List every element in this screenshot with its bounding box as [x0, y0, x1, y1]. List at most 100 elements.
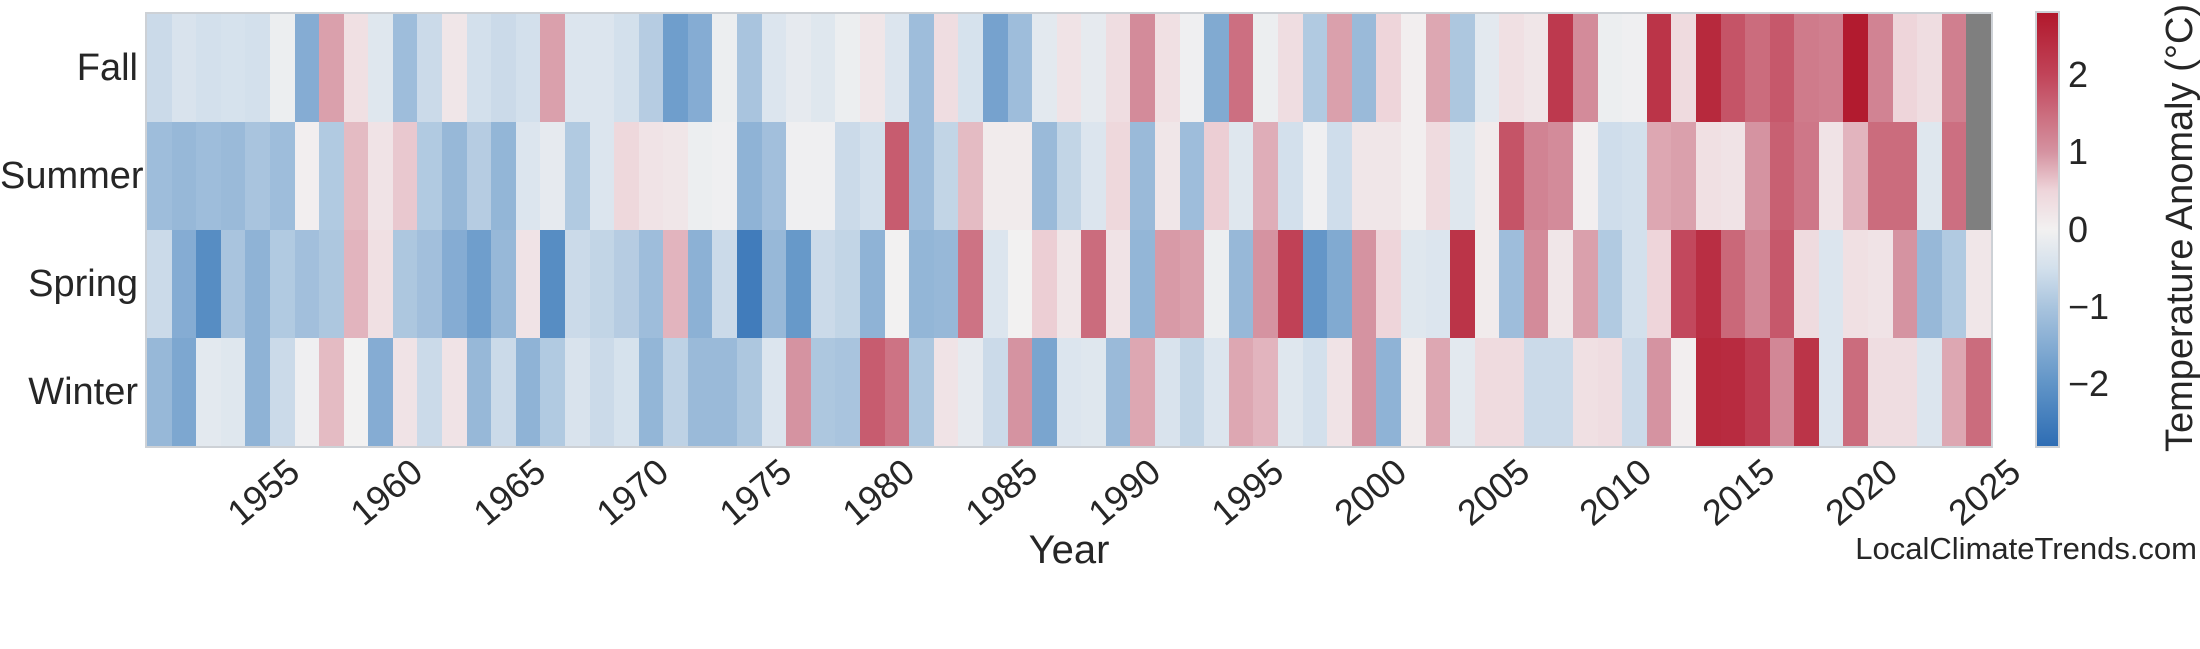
heatmap-cell: [1056, 338, 1082, 446]
heatmap-cell: [1892, 122, 1918, 230]
heatmap-cell: [982, 122, 1008, 230]
seasonal-temperature-anomaly-heatmap: [147, 14, 1991, 446]
heatmap-cell: [1548, 14, 1574, 122]
heatmap-cell: [269, 338, 295, 446]
heatmap-cell: [1081, 230, 1106, 338]
heatmap-cell: [1081, 122, 1106, 230]
heatmap-cell: [687, 14, 713, 122]
heatmap-cell: [1327, 122, 1352, 230]
heatmap-cell: [614, 338, 639, 446]
x-tick-label-1975: 1975: [711, 450, 800, 534]
heatmap-cell: [1425, 230, 1451, 338]
heatmap-cell: [1327, 14, 1352, 122]
heatmap-cell: [1646, 14, 1672, 122]
heatmap-cell: [786, 122, 811, 230]
heatmap-cell: [196, 338, 221, 446]
heatmap-cell: [564, 338, 590, 446]
heatmap-cell: [491, 230, 516, 338]
heatmap-cell: [1695, 338, 1721, 446]
heatmap-cell: [466, 230, 492, 338]
heatmap-cell: [761, 230, 787, 338]
heatmap-cell: [1573, 338, 1598, 446]
heatmap-cell: [564, 122, 590, 230]
heatmap-cell: [1056, 230, 1082, 338]
heatmap-cell: [884, 122, 910, 230]
heatmap-cell: [1474, 122, 1500, 230]
heatmap-cell: [245, 338, 270, 446]
heatmap-cell: [638, 230, 664, 338]
heatmap-cell: [1868, 230, 1893, 338]
heatmap-cell: [1302, 230, 1328, 338]
heatmap-cell: [1769, 122, 1795, 230]
heatmap-cell: [1548, 230, 1574, 338]
heatmap-cell: [1622, 338, 1647, 446]
x-tick-label-1955: 1955: [219, 450, 308, 534]
heatmap-cell: [958, 230, 983, 338]
colorbar-tick-label-0: 0: [2068, 208, 2089, 250]
heatmap-cell: [1695, 14, 1721, 122]
heatmap-cell: [1745, 230, 1770, 338]
y-axis-label-spring: Spring: [28, 263, 138, 305]
heatmap-cell: [1597, 230, 1623, 338]
heatmap-cell: [147, 338, 172, 446]
heatmap-cell: [319, 230, 344, 338]
heatmap-cell: [1523, 230, 1549, 338]
heatmap-cell: [1351, 338, 1377, 446]
heatmap-cell: [1400, 14, 1426, 122]
heatmap-cell: [1548, 338, 1574, 446]
heatmap-cell: [860, 338, 885, 446]
heatmap-cell: [1917, 230, 1942, 338]
heatmap-cell: [884, 14, 910, 122]
heatmap-cell: [540, 230, 565, 338]
heatmap-cell: [1499, 230, 1524, 338]
y-axis-label-fall: Fall: [76, 47, 138, 89]
heatmap-cell: [860, 230, 885, 338]
heatmap-cell: [294, 122, 320, 230]
heatmap-cell: [540, 338, 565, 446]
heatmap-cell: [1671, 338, 1696, 446]
heatmap-cell: [1007, 230, 1033, 338]
heatmap-cell: [933, 122, 959, 230]
heatmap-cell: [933, 14, 959, 122]
heatmap-cell: [245, 230, 270, 338]
heatmap-cell: [1155, 14, 1180, 122]
heatmap-cell: [417, 230, 443, 338]
heatmap-cell: [196, 122, 221, 230]
heatmap-cell: [1253, 230, 1278, 338]
heatmap-cell: [1302, 14, 1328, 122]
heatmap-cell: [1228, 230, 1254, 338]
heatmap-cell: [712, 122, 738, 230]
heatmap-cell: [712, 14, 738, 122]
heatmap-cell: [1155, 230, 1180, 338]
heatmap-cell: [1179, 14, 1205, 122]
heatmap-cell: [1425, 122, 1451, 230]
heatmap-cell: [1745, 14, 1770, 122]
heatmap-cell: [1941, 338, 1967, 446]
heatmap-cell: [589, 122, 615, 230]
heatmap-cell: [638, 14, 664, 122]
heatmap-cell: [1277, 122, 1303, 230]
heatmap-cell: [663, 338, 688, 446]
heatmap-cell: [1032, 230, 1057, 338]
heatmap-cell: [835, 338, 860, 446]
x-tick-label-1965: 1965: [465, 450, 554, 534]
heatmap-cell: [1105, 230, 1131, 338]
heatmap-cell: [564, 230, 590, 338]
heatmap-cell: [982, 230, 1008, 338]
heatmap-cell: [1892, 230, 1918, 338]
heatmap-cell: [491, 122, 516, 230]
heatmap-cell: [1548, 122, 1574, 230]
heatmap-cell: [1868, 122, 1893, 230]
heatmap-cell: [958, 122, 983, 230]
heatmap-cell: [1204, 122, 1229, 230]
heatmap-cell: [1646, 338, 1672, 446]
heatmap-cell: [515, 122, 541, 230]
y-axis-label-winter: Winter: [28, 371, 138, 413]
y-axis-label-summer: Summer: [0, 155, 144, 197]
heatmap-cell: [835, 230, 860, 338]
heatmap-cell: [1523, 122, 1549, 230]
colorbar-tick-label-2: 2: [2068, 53, 2089, 95]
heatmap-cell: [515, 14, 541, 122]
heatmap-cell: [1351, 122, 1377, 230]
heatmap-cell: [220, 122, 246, 230]
